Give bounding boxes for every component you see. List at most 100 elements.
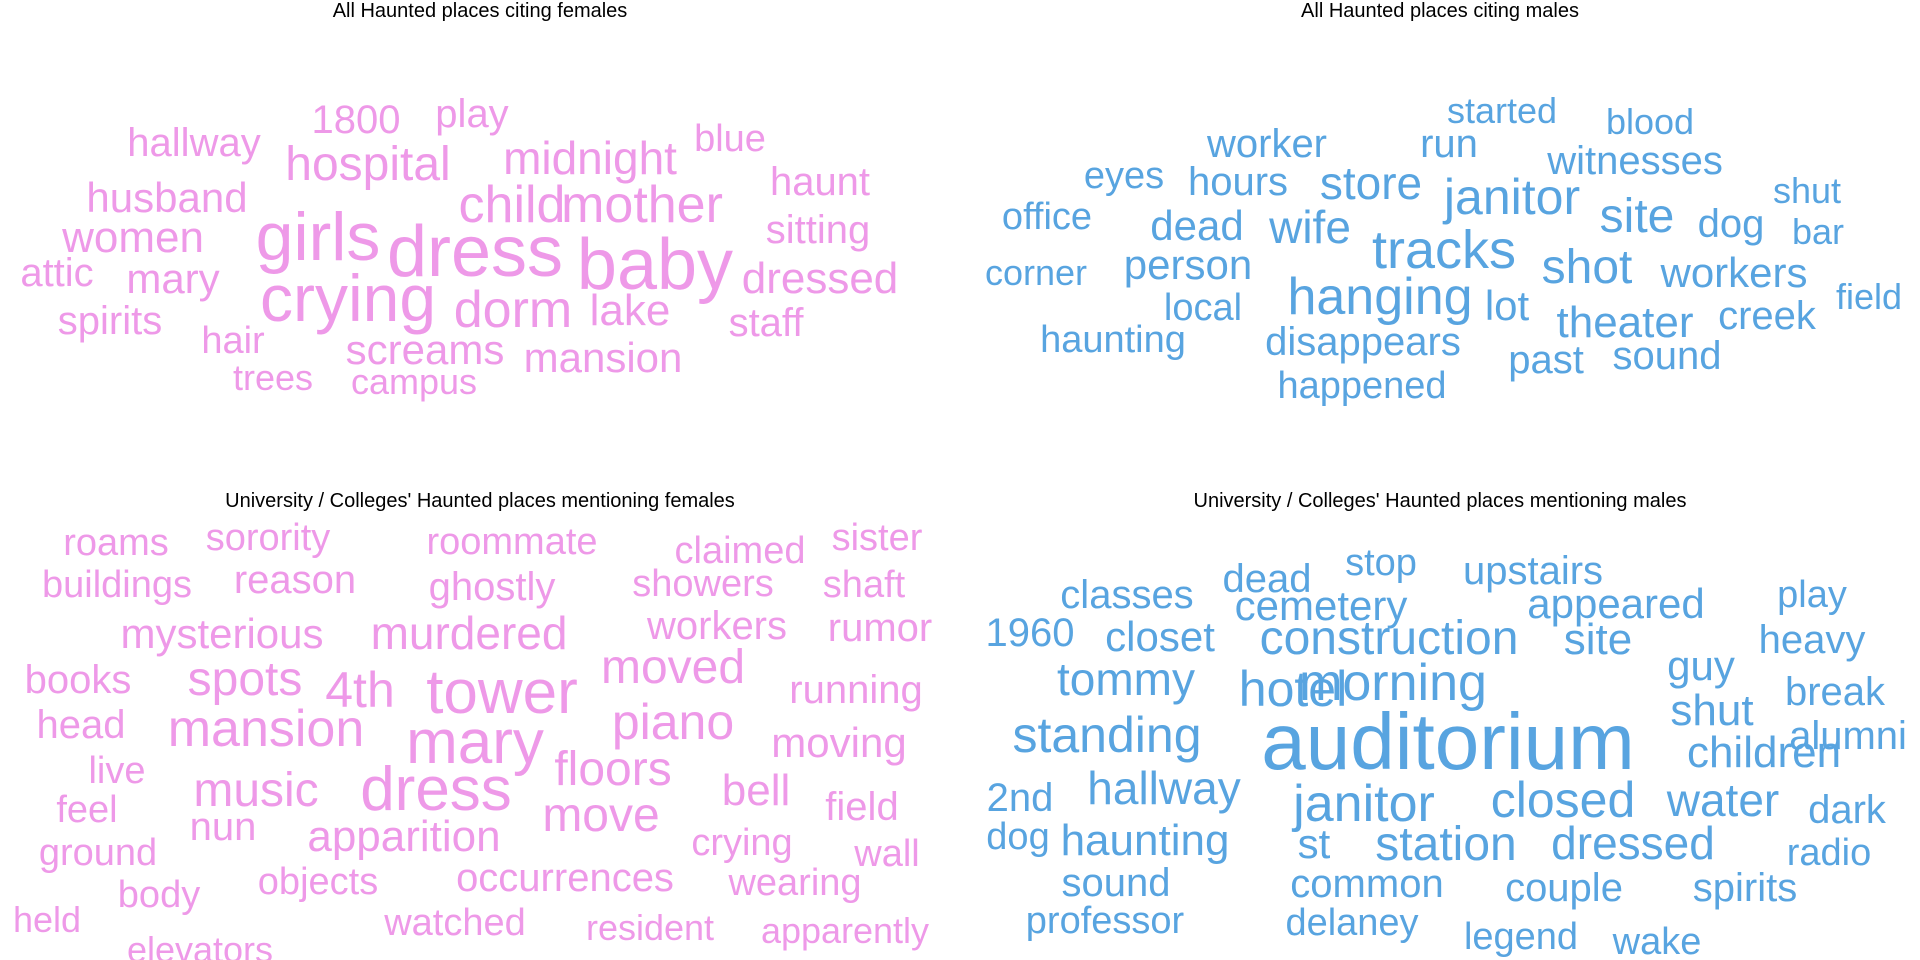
word-cloud: tracks hanging janitor shot site wife store the…: [960, 0, 1920, 480]
word-play: play: [435, 92, 509, 136]
word-janitor: janitor: [1293, 775, 1435, 833]
word-local: local: [1163, 287, 1243, 329]
word-girls: girls: [255, 199, 381, 275]
word-mother: mother: [561, 176, 723, 234]
word-live: live: [88, 750, 146, 792]
word-professor: professor: [1025, 900, 1185, 942]
word-lot: lot: [1484, 282, 1530, 329]
word-objects: objects: [257, 861, 379, 903]
word-person: person: [1123, 241, 1253, 288]
word-play: play: [1777, 574, 1847, 616]
word-move: move: [542, 789, 660, 842]
word-husband: husband: [86, 174, 248, 221]
female-university-panel: University / Colleges' Haunted places me…: [0, 480, 960, 960]
word-site: site: [1599, 190, 1675, 243]
word-hair: hair: [201, 320, 265, 362]
word-campus: campus: [350, 361, 478, 402]
word-started: started: [1446, 90, 1558, 131]
word-nun: nun: [189, 805, 257, 849]
word-construction: construction: [1259, 612, 1519, 665]
word-roommate: roommate: [426, 521, 598, 563]
word-closed: closed: [1490, 772, 1636, 828]
word-bar: bar: [1791, 211, 1845, 252]
word-murdered: murdered: [370, 607, 568, 659]
word-dog: dog: [986, 816, 1050, 858]
word-break: break: [1784, 670, 1886, 714]
word-tower: tower: [426, 658, 578, 727]
word-shut: shut: [1772, 170, 1842, 211]
word-running: running: [789, 668, 923, 712]
word-music: music: [193, 764, 319, 817]
word-past: past: [1508, 338, 1584, 382]
word-feel: feel: [56, 789, 118, 831]
word-blood: blood: [1605, 101, 1695, 142]
word-creek: creek: [1718, 294, 1816, 338]
word-water: water: [1666, 774, 1780, 826]
word-piano: piano: [611, 694, 735, 750]
word-st: st: [1297, 820, 1331, 867]
word-showers: showers: [632, 563, 774, 605]
word-women: women: [62, 213, 204, 262]
word-sound: sound: [1061, 861, 1171, 905]
word-field: field: [1835, 276, 1903, 317]
chart-title: All Haunted places citing females: [332, 0, 628, 22]
word-standing: standing: [1012, 707, 1202, 763]
word-corner: corner: [984, 252, 1088, 293]
word-run: run: [1420, 122, 1478, 166]
word-child: child: [458, 176, 566, 234]
word-1800: 1800: [311, 98, 401, 142]
word-spirits: spirits: [57, 299, 163, 343]
male-university-panel: University / Colleges' Haunted places me…: [960, 480, 1920, 960]
word-2nd: 2nd: [986, 776, 1054, 820]
word-floors: floors: [554, 743, 672, 796]
word-tracks: tracks: [1371, 220, 1517, 280]
word-dead: dead: [1222, 557, 1312, 601]
word-books: books: [24, 658, 132, 702]
word-cloud: tower mary dress mansion piano 4th spots music f…: [0, 480, 960, 960]
word-sister: sister: [831, 517, 923, 559]
word-sorority: sorority: [205, 517, 331, 559]
word-couple: couple: [1505, 866, 1623, 910]
chart-title: All Haunted places citing males: [1301, 0, 1579, 22]
chart-title: University / Colleges' Haunted places me…: [1193, 490, 1687, 512]
word-hours: hours: [1187, 160, 1289, 204]
word-witnesses: witnesses: [1547, 139, 1723, 183]
word-store: store: [1319, 157, 1423, 209]
word-alumni: alumni: [1789, 714, 1907, 758]
word-haunting: haunting: [1040, 319, 1186, 361]
word-claimed: claimed: [674, 530, 806, 572]
word-occurrences: occurrences: [456, 856, 674, 900]
word-sitting: sitting: [765, 208, 871, 252]
word-legend: legend: [1463, 916, 1579, 958]
word-cemetery: cemetery: [1234, 582, 1408, 629]
word-resident: resident: [585, 907, 715, 948]
word-body: body: [117, 874, 201, 916]
word-mary: mary: [126, 255, 220, 302]
word-reason: reason: [233, 558, 357, 602]
word-haunting: haunting: [1060, 816, 1230, 865]
word-dog: dog: [1697, 202, 1765, 246]
word-dressed: dressed: [741, 254, 899, 303]
word-rumor: rumor: [827, 606, 933, 650]
word-dorm: dorm: [453, 281, 573, 339]
word-dark: dark: [1808, 788, 1886, 832]
word-shut: shut: [1670, 686, 1754, 735]
word-classes: classes: [1060, 573, 1194, 617]
word-watched: watched: [384, 902, 526, 944]
word-wife: wife: [1269, 201, 1351, 253]
word-hospital: hospital: [285, 138, 451, 191]
word-4th: 4th: [325, 662, 395, 718]
word-moved: moved: [600, 641, 746, 694]
word-upstairs: upstairs: [1462, 549, 1604, 593]
word-sound: sound: [1612, 334, 1722, 378]
male-all-panel: All Haunted places citing males tracks ha…: [960, 0, 1920, 480]
word-workers: workers: [1660, 249, 1808, 296]
word-shot: shot: [1541, 241, 1633, 294]
word-mary: mary: [406, 708, 544, 777]
chart-title: University / Colleges' Haunted places me…: [225, 490, 735, 512]
word-wearing: wearing: [728, 862, 862, 904]
word-apparently: apparently: [760, 910, 930, 951]
word-workers: workers: [646, 604, 788, 648]
word-appeared: appeared: [1527, 580, 1705, 627]
word-roams: roams: [63, 522, 169, 564]
